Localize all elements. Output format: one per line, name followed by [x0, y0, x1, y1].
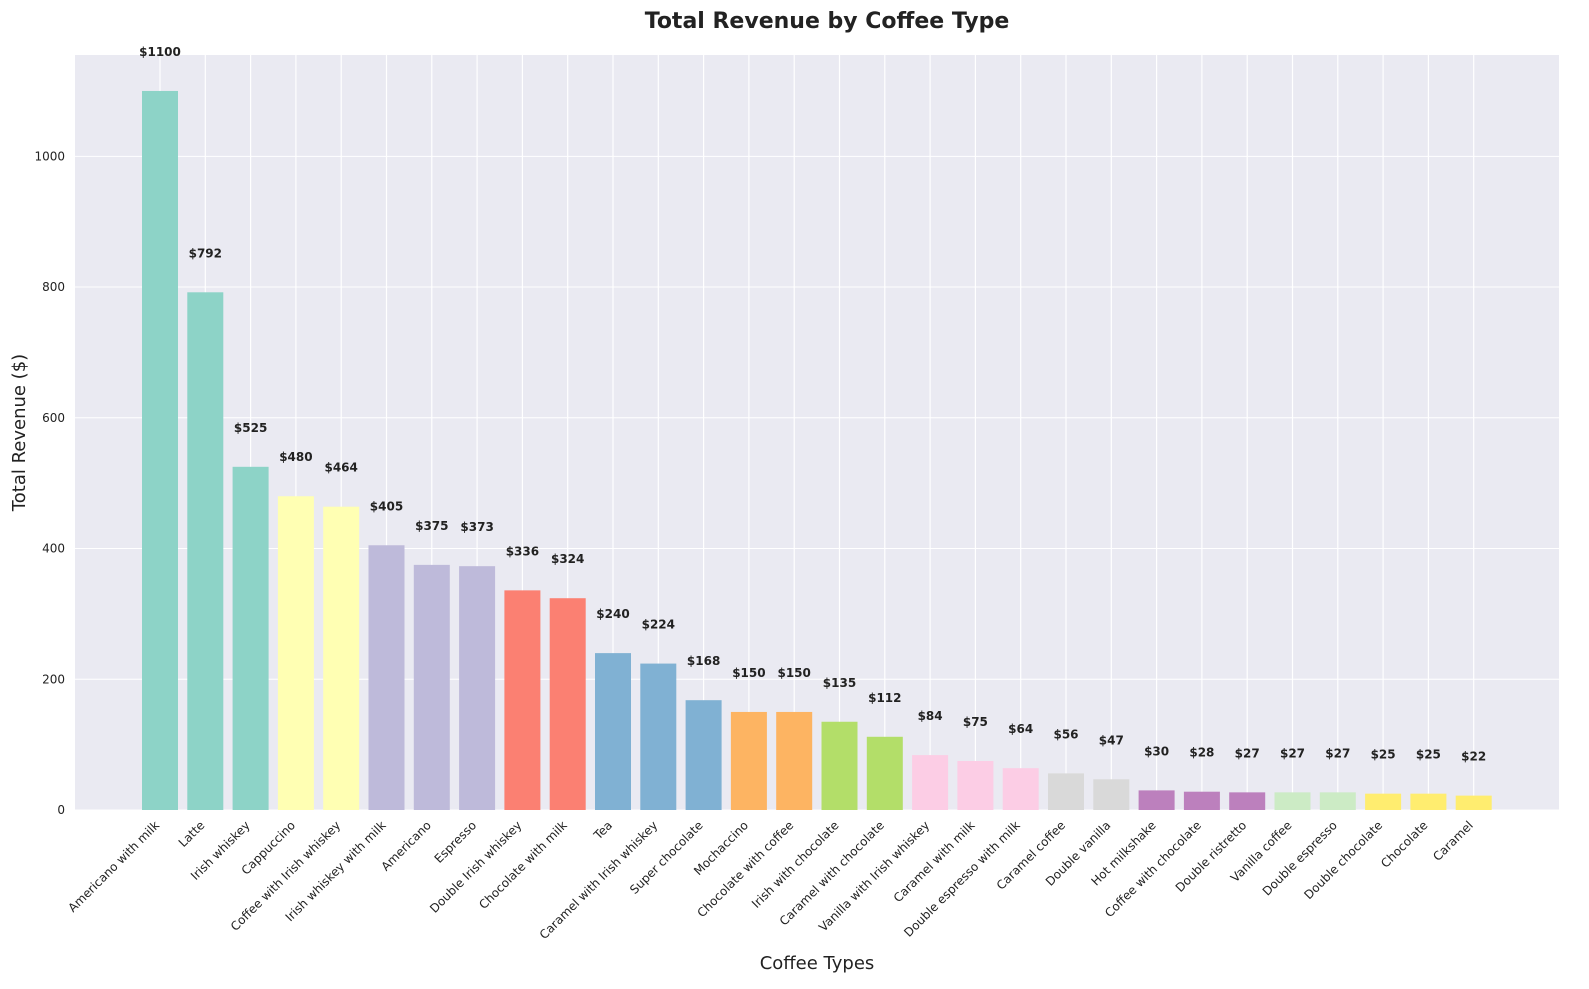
data-label: $56	[1053, 727, 1078, 741]
bar	[1048, 773, 1084, 810]
bar	[459, 566, 496, 810]
x-tick-label: Caramel with milk	[891, 818, 978, 905]
data-label: $150	[777, 666, 810, 680]
data-label: $75	[963, 715, 988, 729]
x-tick-label: Chocolate	[1378, 818, 1430, 870]
y-tick-label: 400	[42, 542, 65, 556]
data-label: $84	[918, 709, 943, 723]
x-tick-label: Irish with chocolate	[749, 818, 842, 911]
bar	[776, 711, 813, 810]
data-label: $373	[460, 520, 493, 534]
bar	[1183, 791, 1220, 810]
bars	[142, 90, 1492, 810]
data-labels: $1100 $792 $525 $480 $464 $405 $375 $373 $336 $32…	[139, 45, 1486, 764]
data-label: $30	[1144, 744, 1169, 758]
data-label: $27	[1280, 746, 1305, 760]
bar	[866, 736, 903, 810]
data-label: $792	[189, 246, 222, 260]
data-label: $135	[823, 676, 856, 690]
data-label: $25	[1371, 748, 1396, 762]
bar	[1229, 792, 1266, 810]
x-tick-label: Caramel	[1430, 818, 1476, 864]
plot-area	[75, 55, 1559, 810]
y-tick-label: 1000	[34, 149, 65, 163]
x-axis-title: Coffee Types	[760, 953, 875, 974]
x-tick-label: Double chocolate	[1301, 818, 1385, 902]
data-label: $525	[234, 421, 267, 435]
data-label: $1100	[139, 45, 181, 59]
data-label: $112	[868, 691, 901, 705]
bar	[277, 496, 314, 810]
bar	[142, 90, 178, 810]
bar	[1365, 793, 1402, 810]
bar	[685, 700, 722, 810]
x-tick-label: Tea	[590, 818, 615, 843]
data-label: $480	[279, 450, 312, 464]
data-label: $375	[415, 519, 448, 533]
bar	[232, 466, 269, 810]
x-tick-label: Americano with milk	[65, 818, 162, 915]
y-tick-label: 0	[57, 803, 65, 817]
bar	[640, 663, 677, 810]
data-label: $464	[324, 461, 357, 475]
y-tick-label: 600	[42, 411, 65, 425]
bar	[187, 292, 224, 810]
bar	[549, 598, 586, 810]
chart-title: Total Revenue by Coffee Type	[645, 9, 1010, 34]
bar	[1274, 792, 1311, 810]
data-label: $28	[1189, 746, 1214, 760]
bar	[957, 760, 994, 810]
y-axis-ticks: 0 200 400 600 800 1000	[34, 149, 65, 817]
bar	[595, 653, 631, 810]
bar	[912, 755, 949, 810]
data-label: $27	[1235, 746, 1260, 760]
bar	[821, 721, 858, 810]
y-tick-label: 800	[42, 280, 65, 294]
data-label: $336	[506, 544, 539, 558]
bar	[323, 506, 360, 810]
data-label: $47	[1099, 733, 1124, 747]
x-tick-label: Espresso	[432, 818, 480, 866]
bar	[1002, 768, 1039, 810]
bar	[504, 590, 541, 810]
bar	[413, 564, 450, 810]
bar	[1319, 792, 1356, 810]
data-label: $27	[1325, 746, 1350, 760]
data-label: $150	[732, 666, 765, 680]
bar	[1455, 795, 1492, 810]
data-label: $224	[642, 618, 675, 632]
data-label: $22	[1461, 750, 1486, 764]
data-label: $405	[370, 499, 403, 513]
y-tick-label: 200	[42, 672, 65, 686]
data-label: $64	[1008, 722, 1033, 736]
bar	[1138, 790, 1175, 810]
bar	[730, 711, 767, 810]
bar	[1093, 779, 1130, 810]
data-label: $240	[596, 607, 629, 621]
bar	[368, 545, 405, 810]
data-label: $25	[1416, 748, 1441, 762]
x-tick-label: Latte	[176, 818, 208, 850]
data-label: $324	[551, 552, 584, 566]
data-label: $168	[687, 654, 720, 668]
bar	[1410, 793, 1447, 810]
y-axis-title: Total Revenue ($)	[9, 354, 30, 512]
x-tick-label: Chocolate with milk	[476, 818, 570, 912]
